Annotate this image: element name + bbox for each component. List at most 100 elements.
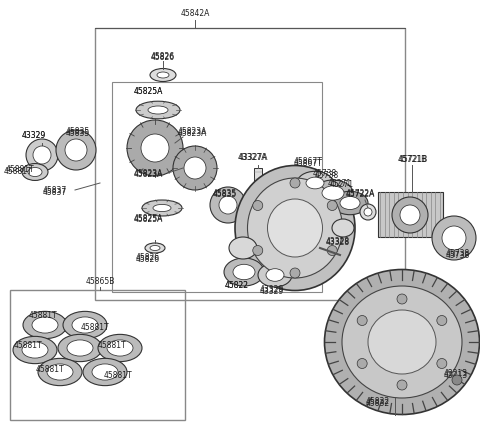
Ellipse shape — [153, 205, 171, 211]
Text: 45842A: 45842A — [180, 9, 210, 18]
Ellipse shape — [22, 163, 48, 181]
Text: 45826: 45826 — [136, 253, 160, 262]
Circle shape — [253, 200, 263, 211]
Text: 45738: 45738 — [313, 169, 337, 178]
Ellipse shape — [173, 146, 217, 190]
Circle shape — [400, 205, 420, 225]
Text: 45738: 45738 — [446, 250, 470, 259]
Ellipse shape — [210, 187, 246, 223]
Text: 45823A: 45823A — [133, 169, 163, 178]
Text: 45881T: 45881T — [29, 310, 57, 319]
Ellipse shape — [22, 342, 48, 358]
Text: 43329: 43329 — [260, 286, 284, 295]
Text: 45825A: 45825A — [133, 86, 163, 95]
Ellipse shape — [248, 178, 343, 278]
Ellipse shape — [72, 317, 98, 333]
Ellipse shape — [145, 243, 165, 253]
Ellipse shape — [28, 167, 42, 177]
Text: 45835: 45835 — [213, 188, 237, 197]
Ellipse shape — [442, 226, 466, 250]
Ellipse shape — [324, 270, 480, 414]
Ellipse shape — [107, 340, 133, 356]
Ellipse shape — [98, 334, 142, 362]
Bar — [378, 192, 443, 237]
Text: 45825A: 45825A — [133, 86, 163, 95]
Text: 45722A: 45722A — [345, 188, 375, 197]
Ellipse shape — [32, 317, 58, 333]
Ellipse shape — [368, 310, 436, 374]
Text: 43213: 43213 — [444, 371, 468, 380]
Text: 45721B: 45721B — [398, 155, 428, 164]
Text: 45738: 45738 — [315, 170, 339, 179]
Ellipse shape — [142, 200, 182, 216]
Text: 45738: 45738 — [446, 250, 470, 259]
Text: 45881T: 45881T — [6, 166, 34, 175]
Text: 45826: 45826 — [136, 255, 160, 264]
Ellipse shape — [136, 101, 180, 119]
Text: 43327A: 43327A — [237, 154, 267, 163]
Text: 45822: 45822 — [225, 280, 249, 289]
Ellipse shape — [141, 134, 169, 162]
Text: 43327A: 43327A — [238, 154, 268, 163]
Ellipse shape — [224, 258, 264, 286]
Circle shape — [392, 197, 428, 233]
Text: 45271: 45271 — [328, 178, 352, 187]
Text: 45881T: 45881T — [14, 342, 42, 351]
Text: 45881T: 45881T — [98, 342, 126, 351]
Ellipse shape — [322, 186, 344, 200]
Ellipse shape — [340, 196, 360, 209]
Ellipse shape — [157, 72, 169, 78]
Text: 45832: 45832 — [366, 398, 390, 407]
Ellipse shape — [47, 364, 73, 380]
Text: 45823A: 45823A — [177, 128, 207, 137]
Ellipse shape — [258, 263, 292, 287]
Ellipse shape — [266, 269, 284, 281]
Ellipse shape — [92, 364, 118, 380]
Text: 45823A: 45823A — [133, 169, 163, 178]
Circle shape — [253, 246, 263, 256]
Text: 45865B: 45865B — [85, 277, 115, 286]
Ellipse shape — [83, 358, 127, 386]
Circle shape — [327, 246, 337, 256]
Text: 43213: 43213 — [444, 369, 468, 378]
Circle shape — [397, 294, 407, 304]
Ellipse shape — [13, 336, 57, 364]
Ellipse shape — [65, 139, 87, 161]
Bar — [254, 168, 262, 223]
Text: 45722A: 45722A — [345, 190, 375, 199]
Text: 45837: 45837 — [43, 187, 67, 196]
Text: 45826: 45826 — [151, 53, 175, 62]
Text: 43328: 43328 — [326, 238, 350, 247]
Ellipse shape — [306, 177, 324, 189]
Text: 45867T: 45867T — [294, 158, 323, 167]
Text: 45835: 45835 — [213, 190, 237, 199]
Text: 43329: 43329 — [22, 131, 46, 140]
Ellipse shape — [127, 120, 183, 176]
Ellipse shape — [148, 106, 168, 114]
Ellipse shape — [38, 358, 82, 386]
Text: 45825A: 45825A — [133, 214, 163, 223]
Text: 45835: 45835 — [66, 128, 90, 137]
Text: 45822: 45822 — [225, 282, 249, 291]
Ellipse shape — [332, 219, 354, 237]
Circle shape — [290, 268, 300, 278]
Text: 45271: 45271 — [330, 179, 354, 188]
Ellipse shape — [150, 246, 160, 250]
Ellipse shape — [332, 191, 368, 215]
Circle shape — [357, 315, 367, 326]
Circle shape — [397, 380, 407, 390]
Ellipse shape — [235, 166, 355, 291]
Text: 45832: 45832 — [366, 398, 390, 407]
Bar — [95, 28, 405, 300]
Ellipse shape — [233, 265, 255, 280]
Text: 45881T: 45881T — [81, 323, 109, 332]
Circle shape — [437, 315, 447, 326]
Circle shape — [452, 375, 462, 385]
Circle shape — [437, 359, 447, 369]
Text: 45823A: 45823A — [177, 128, 207, 137]
Text: 45721B: 45721B — [397, 155, 427, 164]
Text: 45881T: 45881T — [36, 366, 64, 374]
Circle shape — [360, 204, 376, 220]
Ellipse shape — [26, 139, 58, 171]
Ellipse shape — [33, 146, 51, 164]
